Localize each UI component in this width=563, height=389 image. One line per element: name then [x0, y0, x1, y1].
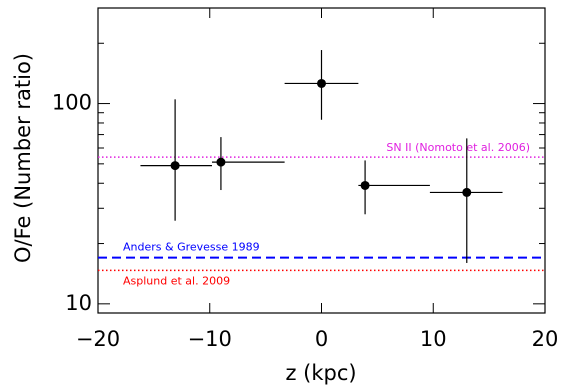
x-tick-label: 0: [315, 327, 328, 351]
x-axis-label: z (kpc): [285, 361, 356, 385]
reference-label: SN II (Nomoto et al. 2006): [386, 141, 530, 154]
reference-label: Asplund et al. 2009: [123, 274, 230, 287]
y-tick-label: 100: [52, 91, 92, 115]
x-tick-label: 10: [420, 327, 447, 351]
x-tick-label: 20: [532, 327, 559, 351]
data-point: [317, 78, 326, 88]
data-point: [170, 161, 180, 171]
data-point: [360, 180, 370, 190]
y-tick-label: 10: [65, 291, 92, 315]
x-tick-label: −20: [76, 327, 120, 351]
reference-label: Anders & Grevesse 1989: [123, 241, 260, 254]
y-axis-label: O/Fe (Number ratio): [11, 53, 35, 263]
x-tick-label: −10: [188, 327, 232, 351]
data-point: [216, 157, 226, 167]
data-point: [462, 187, 472, 197]
